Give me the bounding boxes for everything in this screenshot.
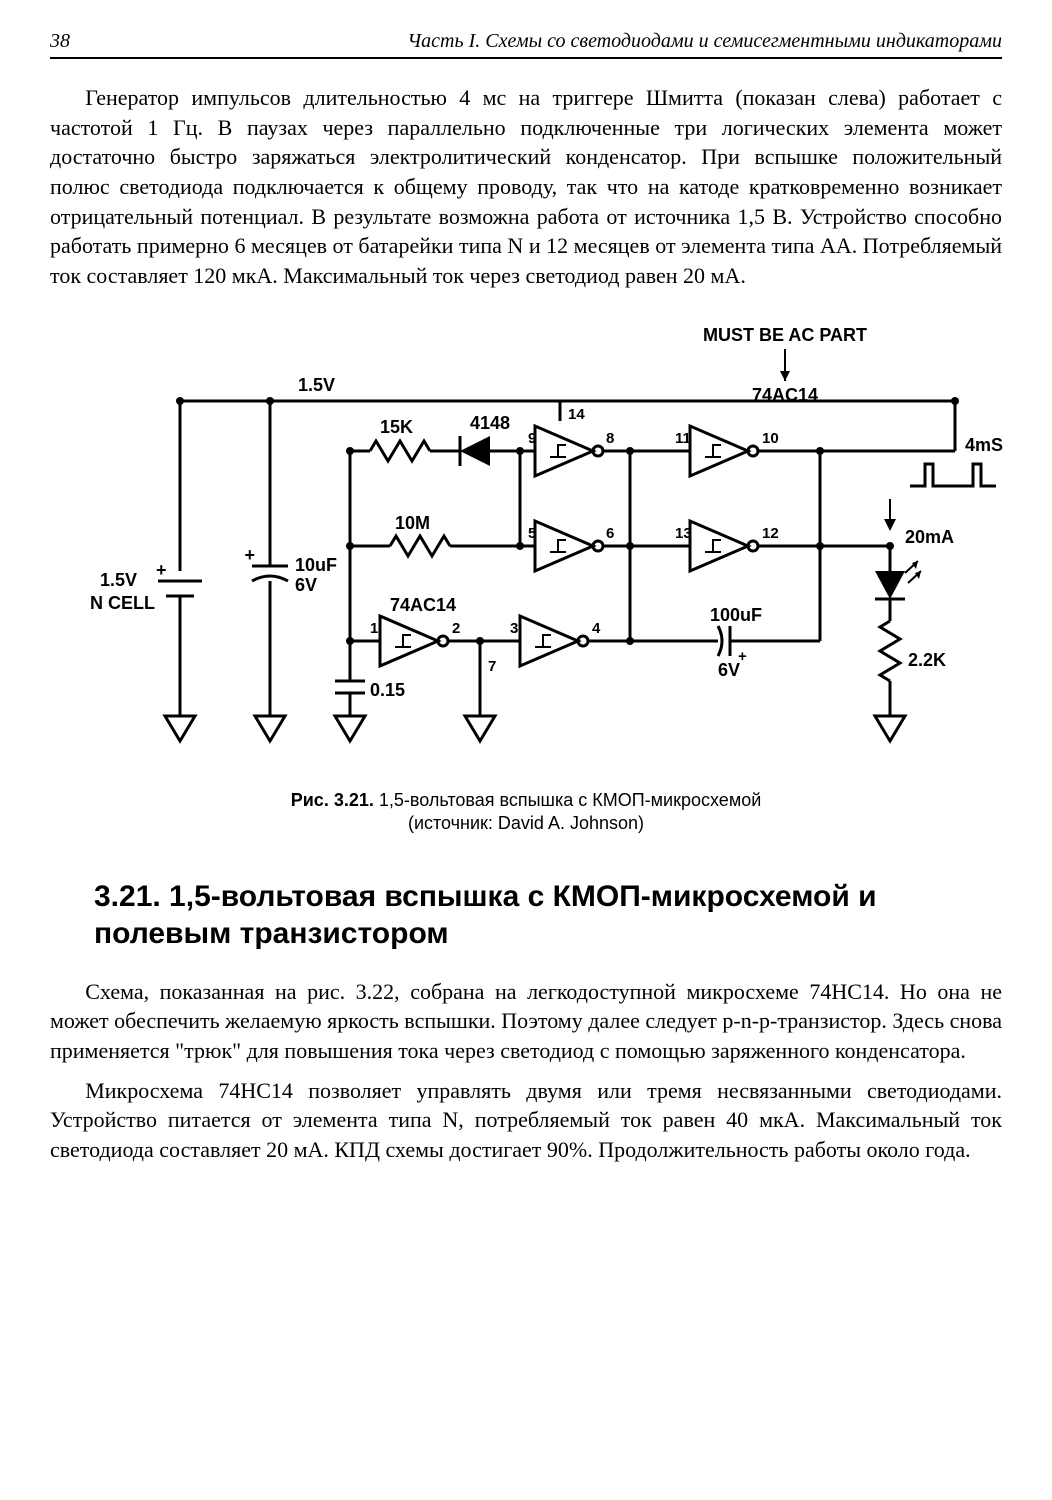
c3-v: 6V <box>718 660 740 680</box>
pin-1: 1 <box>370 620 378 637</box>
pin-14: 14 <box>568 406 585 423</box>
pin-12: 12 <box>762 525 779 542</box>
fig-caption-rest: 1,5-вольтовая вспышка с КМОП-микросхемой <box>374 790 761 810</box>
pin-3: 3 <box>510 620 518 637</box>
batt-type: N CELL <box>90 593 155 613</box>
pin-4: 4 <box>592 620 601 637</box>
paragraph-1: Генератор импульсов длительностью 4 мс н… <box>50 83 1002 291</box>
pin-10: 10 <box>762 430 779 447</box>
rail-1v5: 1.5V <box>298 375 335 395</box>
pin-6: 6 <box>606 525 614 542</box>
pulse-w: 4mS <box>965 435 1003 455</box>
pin-2: 2 <box>452 620 460 637</box>
c3-val: 100uF <box>710 605 762 625</box>
r1-val: 15K <box>380 417 413 437</box>
paragraph-2: Схема, показанная на рис. 3.22, собрана … <box>50 977 1002 1066</box>
batt-voltage: 1.5V <box>100 570 137 590</box>
chapter-title: Часть I. Схемы со светодиодами и семисег… <box>407 30 1002 53</box>
d1-val: 4148 <box>470 413 510 433</box>
c1-v: 6V <box>295 575 317 595</box>
r2-val: 10M <box>395 513 430 533</box>
page-header: 38 Часть I. Схемы со светодиодами и семи… <box>50 30 1002 59</box>
page-number: 38 <box>50 30 70 53</box>
ic-part-g1: 74AC14 <box>390 595 456 615</box>
pin-11: 11 <box>675 430 691 447</box>
svg-text:+: + <box>244 545 255 565</box>
section-heading-3-21: 3.21. 1,5-вольтовая вспышка с КМОП-микро… <box>94 878 1002 953</box>
r3-val: 2.2K <box>908 650 946 670</box>
c2-val: 0.15 <box>370 680 405 700</box>
fig-caption-bold: Рис. 3.21. <box>291 790 374 810</box>
paragraph-3: Микросхема 74НС14 позволяет управлять дв… <box>50 1076 1002 1165</box>
annotation-ac-part: MUST BE AC PART <box>703 325 867 345</box>
batt-plus: + <box>156 560 167 580</box>
figure-3-21: MUST BE AC PART 74AC14 1.5V 14 + 1.5V N … <box>50 321 1002 836</box>
i-led: 20mA <box>905 527 954 547</box>
figure-caption: Рис. 3.21. 1,5-вольтовая вспышка с КМОП-… <box>50 789 1002 836</box>
fig-caption-line2: (источник: David A. Johnson) <box>408 813 644 833</box>
pin-8: 8 <box>606 430 614 447</box>
c1-val: 10uF <box>295 555 337 575</box>
pin-7: 7 <box>488 658 496 675</box>
schematic-svg: MUST BE AC PART 74AC14 1.5V 14 + 1.5V N … <box>50 321 1010 781</box>
